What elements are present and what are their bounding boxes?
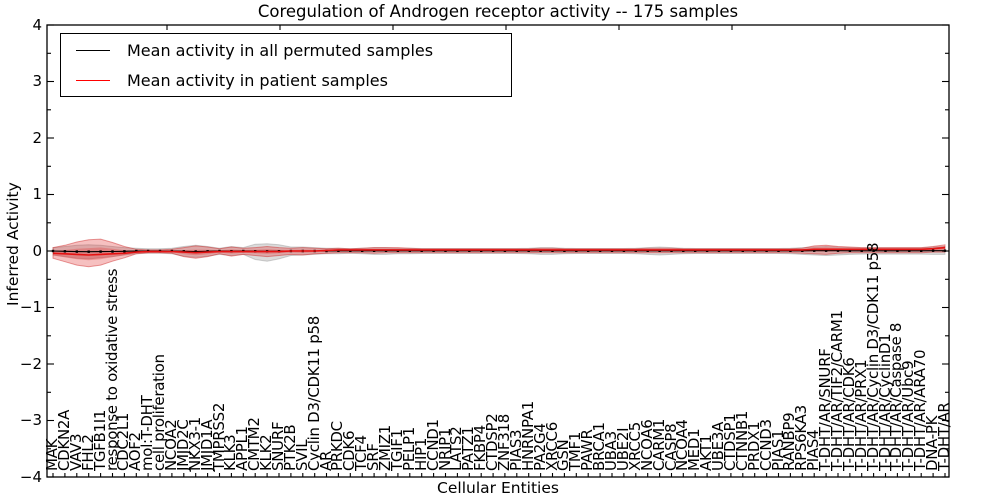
chart-title: Coregulation of Androgen receptor activi… xyxy=(257,2,739,21)
legend-label-patient: Mean activity in patient samples xyxy=(127,70,388,90)
patient-band-outer xyxy=(52,238,946,268)
permuted-mean-line xyxy=(52,250,945,253)
legend-entry-patient: Mean activity in patient samples xyxy=(61,65,511,95)
y-tick-label: 1 xyxy=(32,185,42,203)
permuted-band xyxy=(52,243,946,262)
y-tick-label: −1 xyxy=(19,298,42,316)
axis-ticks xyxy=(47,24,949,478)
legend-label-permuted: Mean activity in all permuted samples xyxy=(127,40,434,60)
patient-mean-line xyxy=(52,246,946,256)
x-axis-label: Cellular Entities xyxy=(437,479,559,497)
y-tick-label: −3 xyxy=(19,411,42,429)
x-tick-label: Cyclin D3/CDK11 p58 xyxy=(304,316,323,471)
legend-entry-permuted: Mean activity in all permuted samples xyxy=(61,35,511,65)
legend: Mean activity in all permuted samples Me… xyxy=(60,33,512,97)
permuted-line-swatch xyxy=(76,49,110,51)
y-tick-label: −4 xyxy=(19,467,42,486)
y-tick-label: 0 xyxy=(32,241,42,260)
y-tick-label: −2 xyxy=(19,354,42,373)
x-tick-label: T-DHT/AR xyxy=(935,402,953,471)
patient-line-swatch xyxy=(76,79,110,81)
y-tick-label: 3 xyxy=(32,72,42,90)
y-tick-label: 2 xyxy=(32,128,42,147)
axes-frame xyxy=(46,24,950,478)
y-tick-label: 4 xyxy=(32,15,42,34)
